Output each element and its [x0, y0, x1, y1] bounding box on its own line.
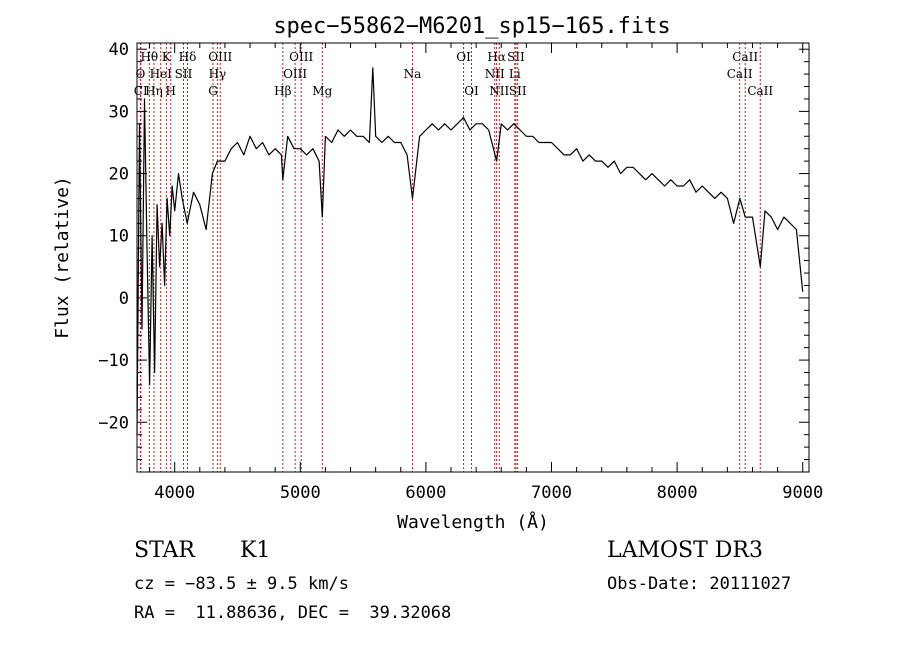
y-tick-label: −10 — [98, 351, 129, 371]
y-tick-label: −20 — [98, 413, 129, 433]
spectral-line-label: SII — [507, 50, 525, 64]
coordinates-text: RA = 11.88636, DEC = 39.32068 — [134, 603, 452, 623]
spectral-line-label: CaII — [747, 84, 773, 98]
spectral-line-label: Li — [509, 67, 521, 81]
spectral-line-label: OIII — [289, 50, 313, 64]
axis-ticks: 4000 5000 6000 7000 8000 9000 −20 −10 0 10 20 30 40 — [98, 40, 823, 503]
spectral-line-label: Hη — [145, 84, 163, 98]
y-tick-label: 30 — [109, 102, 129, 122]
y-tick-label: 40 — [109, 40, 129, 60]
spectral-line-label: Mg — [312, 84, 332, 98]
object-subclass: K1 — [240, 538, 271, 563]
spectral-line-label: NII — [489, 84, 509, 98]
spectral-line-label: HeI — [150, 67, 173, 81]
spectral-line-label: H — [166, 84, 176, 98]
spectral-line-label: Hγ — [209, 67, 227, 81]
spectrum-series — [136, 67, 804, 435]
y-tick-label: 0 — [119, 289, 129, 309]
spectral-line-label: G — [208, 84, 218, 98]
spectral-line-label: OIII — [283, 67, 307, 81]
spectral-line-label: Hα — [487, 50, 506, 64]
spectral-line-label: CaII — [732, 50, 758, 64]
x-tick-label: 4000 — [154, 483, 195, 503]
y-tick-label: 20 — [109, 165, 129, 185]
spectral-line-label: Hθ — [140, 50, 158, 64]
x-tick-label: 5000 — [280, 483, 321, 503]
spectral-line-label: CaII — [727, 67, 753, 81]
spectral-line-label: Hδ — [179, 50, 197, 64]
obs-date-text: Obs-Date: 20111027 — [607, 574, 792, 594]
spectral-line-label: K — [162, 50, 172, 64]
plot-frame — [136, 42, 810, 473]
object-class: STAR — [134, 538, 195, 563]
redshift-text: cz = −83.5 ± 9.5 km/s — [134, 574, 349, 594]
spectral-line-label: Hβ — [274, 84, 291, 98]
x-tick-label: 7000 — [531, 483, 572, 503]
line-markers: OCIHθHηKHeIHHδSIIOIIIHγGHβOIIIOIIIMgNaOI… — [134, 43, 773, 472]
chart-title: spec−55862−M6201_sp15−165.fits — [273, 14, 670, 39]
spectral-line-label: SII — [509, 84, 527, 98]
x-axis-label: Wavelength (Å) — [397, 511, 549, 533]
spectral-line-label: NII — [485, 67, 505, 81]
x-tick-label: 9000 — [782, 483, 823, 503]
x-tick-label: 8000 — [657, 483, 698, 503]
x-tick-label: 6000 — [405, 483, 446, 503]
spectral-line-label: OIII — [208, 50, 232, 64]
y-axis-label: Flux (relative) — [52, 176, 73, 339]
spectral-line-label: Na — [404, 67, 422, 81]
spectral-line-label: OI — [464, 84, 479, 98]
survey-name: LAMOST DR3 — [607, 538, 763, 563]
y-tick-label: 10 — [109, 227, 129, 247]
spectrum-line — [136, 67, 804, 435]
spectral-line-label: OI — [456, 50, 471, 64]
spectral-line-label: SII — [175, 67, 193, 81]
